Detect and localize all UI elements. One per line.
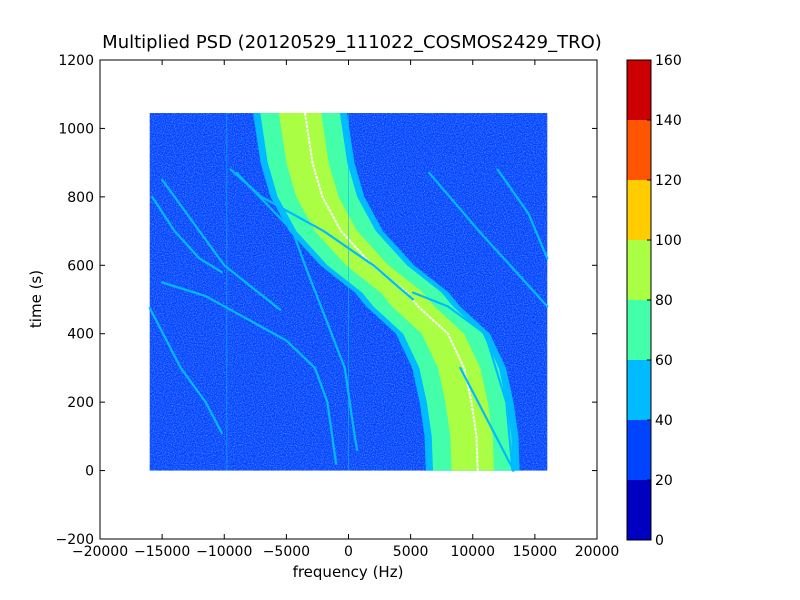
- y-tick-label: −200: [56, 532, 94, 548]
- x-tick-label: 5000: [393, 544, 429, 560]
- x-tick-label: 15000: [513, 544, 558, 560]
- secondary-trace-3: [161, 281, 338, 465]
- y-axis-ticks: −200 0 200 400 600 800 1000 1200: [56, 53, 597, 548]
- colorbar-tick-label: 0: [655, 533, 664, 549]
- secondary-trace-8: [148, 306, 223, 435]
- colorbar-tick-label: 60: [655, 353, 673, 369]
- psd-heatmap: [148, 112, 549, 472]
- y-tick-label: 200: [67, 395, 94, 411]
- chart-title: Multiplied PSD (20120529_111022_COSMOS24…: [102, 32, 602, 53]
- colorbar-tick-label: 160: [655, 53, 682, 69]
- x-tick-label: −20000: [72, 544, 128, 560]
- x-tick-label: 20000: [575, 544, 620, 560]
- y-tick-label: 800: [67, 190, 94, 206]
- y-tick-label: 0: [85, 464, 94, 480]
- secondary-trace-10: [161, 178, 282, 311]
- x-tick-label: −15000: [134, 544, 190, 560]
- colorbar-tick-label: 40: [655, 413, 673, 429]
- x-tick-label: −10000: [196, 544, 252, 560]
- y-tick-label: 1200: [58, 53, 94, 69]
- secondary-trace-1: [412, 291, 514, 472]
- colorbar-segment: [627, 360, 651, 420]
- colorbar-tick-label: 20: [655, 473, 673, 489]
- x-axis-label: frequency (Hz): [293, 563, 404, 581]
- colorbar-tick-label: 120: [655, 173, 682, 189]
- y-tick-label: 400: [67, 327, 94, 343]
- x-axis-ticks: −20000 −15000 −10000 −5000 0 5000 10000 15000 20…: [72, 60, 619, 560]
- secondary-trace-7: [496, 168, 549, 260]
- colorbar-tick-label: 80: [655, 293, 673, 309]
- secondary-trace-6: [428, 171, 549, 308]
- secondary-trace-5: [459, 366, 515, 472]
- secondary-trace-9: [151, 195, 223, 274]
- colorbar-segment: [627, 60, 651, 120]
- colorbar-segment: [627, 120, 651, 180]
- y-tick-label: 1000: [58, 121, 94, 137]
- x-tick-label: −5000: [263, 544, 310, 560]
- x-tick-label: 0: [344, 544, 353, 560]
- colorbar: 0 20 40 60 80 100 120 140 160: [626, 53, 682, 549]
- y-axis-label: time (s): [27, 270, 45, 328]
- colorbar-tick-label: 140: [655, 113, 682, 129]
- colorbar-segment: [627, 240, 651, 300]
- x-tick-label: 10000: [450, 544, 495, 560]
- y-tick-label: 600: [67, 258, 94, 274]
- main-trace-core-band: [278, 113, 494, 471]
- colorbar-segment: [627, 300, 651, 360]
- colorbar-segment: [627, 480, 651, 540]
- colorbar-segment: [627, 180, 651, 240]
- colorbar-segment: [627, 420, 651, 480]
- colorbar-tick-label: 100: [655, 233, 682, 249]
- secondary-trace-4: [235, 171, 359, 452]
